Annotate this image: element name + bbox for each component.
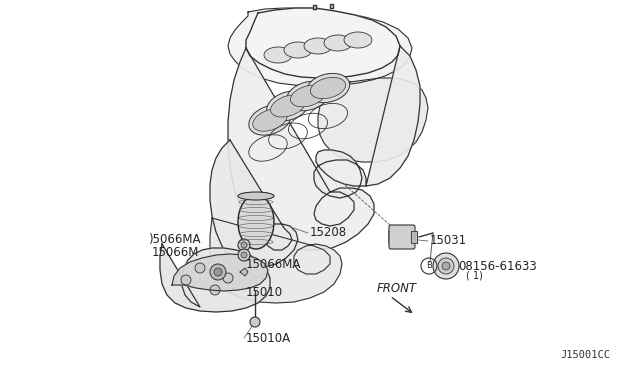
FancyBboxPatch shape — [389, 225, 415, 249]
Polygon shape — [172, 254, 268, 291]
Polygon shape — [330, 4, 333, 8]
Circle shape — [210, 264, 226, 280]
Text: ( 1): ( 1) — [466, 271, 483, 281]
Circle shape — [442, 262, 450, 270]
Polygon shape — [318, 78, 428, 162]
Ellipse shape — [238, 192, 274, 200]
Circle shape — [210, 285, 220, 295]
Ellipse shape — [310, 77, 346, 99]
Circle shape — [195, 263, 205, 273]
Circle shape — [223, 273, 233, 283]
Polygon shape — [411, 231, 417, 243]
Ellipse shape — [344, 32, 372, 48]
Polygon shape — [228, 48, 374, 250]
Circle shape — [241, 252, 247, 258]
Text: )5066MA: )5066MA — [148, 234, 200, 247]
Ellipse shape — [253, 109, 287, 131]
Polygon shape — [314, 46, 420, 198]
Circle shape — [241, 242, 247, 248]
Polygon shape — [313, 5, 316, 9]
Text: 15010: 15010 — [246, 285, 283, 298]
Ellipse shape — [267, 91, 309, 121]
Polygon shape — [210, 140, 298, 267]
Circle shape — [438, 258, 454, 274]
Text: 08156-61633: 08156-61633 — [458, 260, 537, 273]
Text: FRONT: FRONT — [377, 282, 417, 295]
Ellipse shape — [307, 73, 349, 103]
Polygon shape — [389, 227, 405, 247]
Text: 15010A: 15010A — [246, 331, 291, 344]
Text: 15031: 15031 — [430, 234, 467, 247]
Circle shape — [433, 253, 459, 279]
Ellipse shape — [304, 38, 332, 54]
Circle shape — [250, 317, 260, 327]
Text: 15066M: 15066M — [152, 246, 200, 259]
Polygon shape — [210, 218, 342, 303]
Text: 15208: 15208 — [310, 227, 347, 240]
Circle shape — [181, 275, 191, 285]
Text: 15066MA: 15066MA — [246, 257, 301, 270]
Circle shape — [238, 249, 250, 261]
Ellipse shape — [284, 42, 312, 58]
Polygon shape — [240, 268, 248, 276]
Ellipse shape — [264, 47, 292, 63]
Ellipse shape — [291, 85, 326, 107]
Text: J15001CC: J15001CC — [560, 350, 610, 360]
Ellipse shape — [324, 35, 352, 51]
Polygon shape — [228, 8, 412, 86]
Polygon shape — [160, 244, 270, 312]
Text: B: B — [426, 262, 432, 270]
Circle shape — [238, 239, 250, 251]
Ellipse shape — [238, 195, 274, 249]
Ellipse shape — [287, 81, 330, 111]
Polygon shape — [246, 8, 400, 78]
Ellipse shape — [249, 105, 291, 135]
Ellipse shape — [271, 95, 305, 117]
Circle shape — [214, 268, 222, 276]
